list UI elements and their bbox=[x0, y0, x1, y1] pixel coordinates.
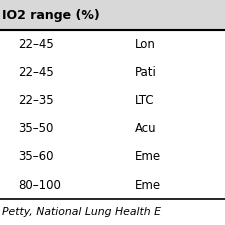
Text: Pati: Pati bbox=[135, 66, 157, 79]
Text: 35–60: 35–60 bbox=[18, 151, 54, 163]
Text: Eme: Eme bbox=[135, 151, 161, 163]
Text: Acu: Acu bbox=[135, 122, 157, 135]
Text: Eme: Eme bbox=[135, 179, 161, 191]
Text: LTC: LTC bbox=[135, 94, 155, 107]
Text: 35–50: 35–50 bbox=[18, 122, 53, 135]
Text: IO2 range (%): IO2 range (%) bbox=[2, 9, 100, 22]
Text: 22–35: 22–35 bbox=[18, 94, 54, 107]
Text: Petty, National Lung Health E: Petty, National Lung Health E bbox=[2, 207, 161, 217]
Text: 22–45: 22–45 bbox=[18, 66, 54, 79]
Text: 80–100: 80–100 bbox=[18, 179, 61, 191]
Text: Lon: Lon bbox=[135, 38, 156, 51]
Text: 22–45: 22–45 bbox=[18, 38, 54, 51]
Bar bbox=[0, 0, 225, 30]
